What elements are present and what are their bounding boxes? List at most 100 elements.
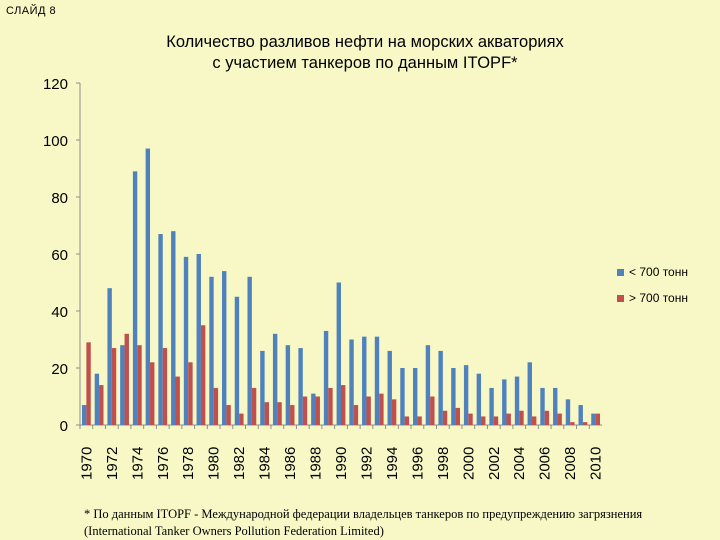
bar-large-1989 xyxy=(328,387,333,425)
bar-large-1991 xyxy=(353,405,359,425)
footnote-line-1: * По данным ITOPF - Международной федера… xyxy=(84,507,643,521)
bar-small-1995 xyxy=(400,368,405,425)
x-tick-label: 2010 xyxy=(588,447,605,480)
y-tick-label: 20 xyxy=(51,361,68,378)
x-tick-label: 1992 xyxy=(358,447,375,480)
bar-large-1971 xyxy=(99,385,104,425)
bar-small-2002 xyxy=(489,387,494,425)
bar-large-1973 xyxy=(124,333,129,425)
bar-small-2004 xyxy=(514,376,520,425)
bar-small-2001 xyxy=(476,373,482,425)
bar-small-2005 xyxy=(527,362,532,425)
legend-swatch-large xyxy=(617,294,624,302)
bar-large-1984 xyxy=(264,402,270,425)
bar-large-1978 xyxy=(188,362,193,425)
bar-small-2008 xyxy=(565,399,571,425)
bar-large-1988 xyxy=(315,396,320,425)
x-tick-label: 2004 xyxy=(511,447,528,480)
bar-small-2000 xyxy=(463,365,469,425)
legend-label-large: > 700 тонн xyxy=(629,291,688,305)
y-tick-label: 60 xyxy=(51,247,68,264)
y-tick-label: 100 xyxy=(43,133,68,150)
bar-large-2000 xyxy=(468,413,473,425)
bar-small-1977 xyxy=(171,231,176,425)
bar-large-2006 xyxy=(544,410,550,425)
bar-small-1984 xyxy=(260,350,265,425)
x-tick-label: 1998 xyxy=(435,447,452,480)
bar-small-1999 xyxy=(451,368,456,425)
footnote: * По данным ITOPF - Международной федера… xyxy=(84,506,716,540)
bar-large-1983 xyxy=(251,387,257,425)
bar-large-2007 xyxy=(557,413,562,425)
x-tick-label: 1996 xyxy=(409,447,426,480)
x-tick-label: 1978 xyxy=(180,447,197,480)
bar-small-1987 xyxy=(298,348,303,425)
legend-swatch-small xyxy=(617,268,624,276)
bar-large-2002 xyxy=(493,416,499,425)
slide-label: СЛАЙД 8 xyxy=(6,5,57,17)
bar-large-2003 xyxy=(506,413,511,425)
bar-large-2001 xyxy=(481,416,486,425)
bar-small-1976 xyxy=(158,234,163,425)
bar-large-1977 xyxy=(175,376,180,425)
bar-large-1996 xyxy=(417,416,422,425)
bar-large-1987 xyxy=(302,396,308,425)
bar-small-1996 xyxy=(412,368,418,425)
bar-small-2009 xyxy=(578,405,583,425)
bar-large-1994 xyxy=(391,399,397,425)
bar-large-2009 xyxy=(582,422,588,425)
bar-small-1979 xyxy=(196,254,201,425)
x-tick-label: 1976 xyxy=(155,447,172,480)
bar-large-1990 xyxy=(341,385,346,425)
bar-small-1981 xyxy=(222,271,227,425)
chart-title-line-1: Количество разливов нефти на морских акв… xyxy=(166,33,564,51)
bar-large-1972 xyxy=(111,348,117,425)
footnote-line-2: (International Tanker Owners Pollution F… xyxy=(84,524,384,538)
bar-small-2006 xyxy=(540,387,545,425)
bar-small-1978 xyxy=(183,256,189,425)
chart-title: Количество разливов нефти на морских акв… xyxy=(110,32,620,74)
x-tick-label: 1970 xyxy=(78,447,95,480)
bar-large-2004 xyxy=(519,410,524,425)
x-tick-label: 1984 xyxy=(257,447,274,480)
bar-small-1993 xyxy=(374,336,380,425)
y-tick-label: 80 xyxy=(51,190,68,207)
bar-small-1974 xyxy=(132,171,138,425)
x-tick-label: 1974 xyxy=(129,447,146,480)
x-tick-label: 1994 xyxy=(384,447,401,480)
bar-large-1999 xyxy=(455,407,460,425)
x-tick-label: 1988 xyxy=(308,447,325,480)
bar-large-1992 xyxy=(366,396,371,425)
y-tick-label: 40 xyxy=(51,304,68,321)
x-tick-label: 1986 xyxy=(282,447,299,480)
x-tick-label: 1982 xyxy=(231,447,248,480)
x-tick-label: 1972 xyxy=(104,447,121,480)
bar-small-1985 xyxy=(272,333,278,425)
bar-large-1997 xyxy=(430,396,435,425)
legend-label-small: < 700 тонн xyxy=(629,265,688,279)
chart-title-line-2: с участием танкеров по данным ITOPF* xyxy=(212,54,518,72)
bar-small-2010 xyxy=(591,413,596,425)
bar-large-1986 xyxy=(290,405,295,425)
y-tick-label: 0 xyxy=(60,418,68,435)
bar-large-2010 xyxy=(595,413,601,425)
bar-small-1997 xyxy=(425,345,431,425)
bar-large-1970 xyxy=(86,342,91,425)
bar-large-2005 xyxy=(531,416,537,425)
x-tick-label: 2006 xyxy=(537,447,554,480)
bar-small-2003 xyxy=(502,379,507,425)
bar-small-1972 xyxy=(107,288,112,425)
x-tick-label: 2002 xyxy=(486,447,503,480)
bar-large-1993 xyxy=(379,393,384,425)
y-tick-label: 120 xyxy=(43,76,68,93)
bar-small-1986 xyxy=(285,345,291,425)
bar-small-2007 xyxy=(553,387,558,425)
bar-large-2008 xyxy=(570,422,575,425)
bar-large-1979 xyxy=(200,325,206,425)
x-tick-label: 1990 xyxy=(333,447,350,480)
bar-large-1975 xyxy=(150,362,155,425)
bar-small-1971 xyxy=(94,373,100,425)
bar-small-1975 xyxy=(145,148,151,426)
bar-large-1980 xyxy=(213,387,219,425)
